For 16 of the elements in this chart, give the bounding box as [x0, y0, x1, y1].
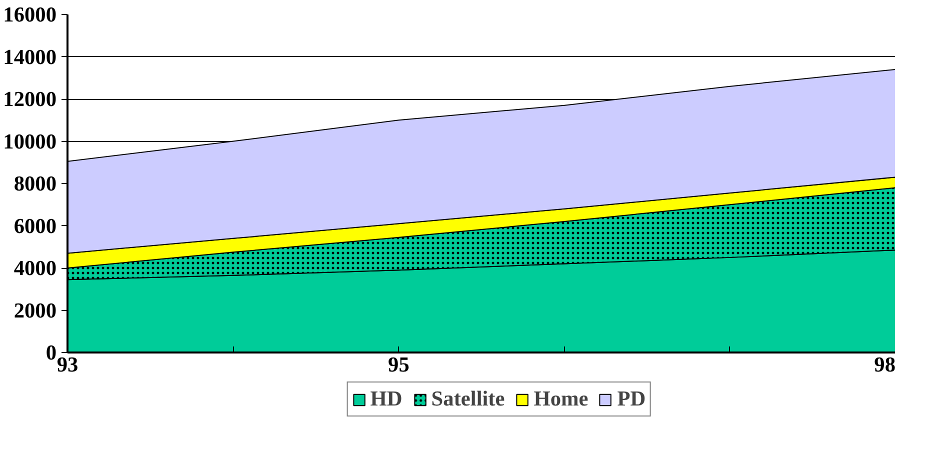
legend-label: Satellite — [431, 386, 505, 412]
x-tick-label: 93 — [56, 352, 78, 376]
y-tick-label: 4000 — [14, 256, 56, 280]
y-tick-label: 0 — [46, 340, 57, 364]
legend-label: PD — [617, 386, 646, 412]
y-tick-label: 12000 — [3, 87, 57, 111]
y-tick-label: 14000 — [3, 44, 57, 69]
legend-label: HD — [370, 386, 402, 412]
legend-label: Home — [534, 386, 588, 412]
x-tick-label: 98 — [874, 352, 896, 376]
y-tick-label: 10000 — [3, 129, 57, 154]
x-tick-label: 95 — [388, 352, 410, 376]
y-tick-label: 8000 — [14, 172, 56, 196]
y-tick-label: 2000 — [14, 298, 56, 322]
y-tick-label: 6000 — [14, 214, 56, 238]
y-tick-label: 16000 — [3, 2, 57, 26]
